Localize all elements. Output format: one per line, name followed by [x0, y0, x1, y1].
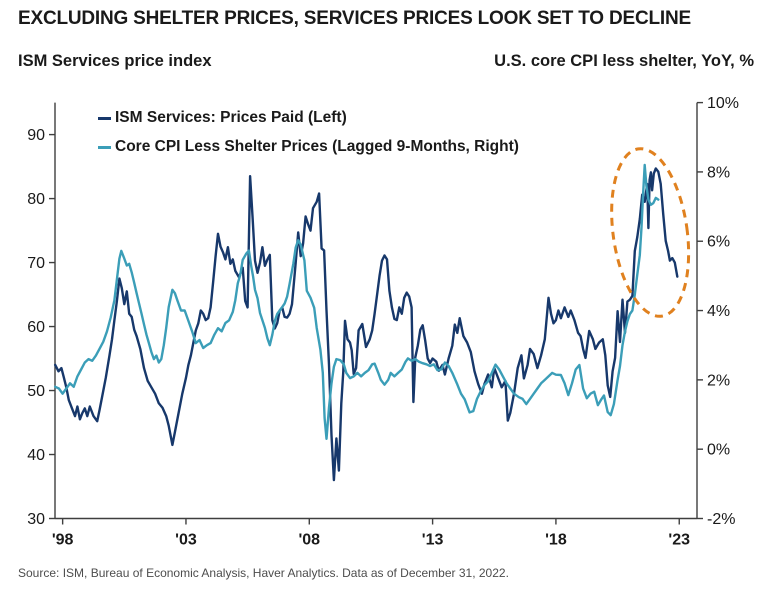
- left-axis-tick-label: 90: [27, 127, 45, 144]
- legend-item-cpi: Core CPI Less Shelter Prices (Lagged 9-M…: [98, 135, 519, 159]
- x-axis-tick-label: '98: [52, 532, 74, 549]
- left-axis-tick-label: 30: [27, 511, 45, 528]
- right-axis-tick-label: 6%: [707, 234, 730, 251]
- left-axis-tick-label: 40: [27, 447, 45, 464]
- right-axis-tick-label: 2%: [707, 372, 730, 389]
- right-axis-tick-label: -2%: [707, 511, 735, 528]
- right-axis-tick-label: 10%: [707, 95, 739, 112]
- right-axis-tick-label: 4%: [707, 303, 730, 320]
- left-axis-tick-label: 70: [27, 255, 45, 272]
- legend-label-cpi: Core CPI Less Shelter Prices (Lagged 9-M…: [115, 138, 519, 155]
- chart-legend: ISM Services: Prices Paid (Left) Core CP…: [98, 106, 519, 164]
- ism-line-swatch-icon: [98, 116, 111, 120]
- legend-label-ism: ISM Services: Prices Paid (Left): [115, 109, 347, 126]
- left-axis-title: ISM Services price index: [18, 52, 212, 70]
- source-note: Source: ISM, Bureau of Economic Analysis…: [18, 566, 509, 580]
- cpi-line-swatch-icon: [98, 145, 111, 149]
- core-cpi-less-shelter-line: [54, 163, 660, 440]
- right-axis-tick-label: 8%: [707, 164, 730, 181]
- ism-prices-paid-line: [54, 167, 679, 482]
- x-axis-tick-label: '08: [298, 532, 320, 549]
- x-axis-tick-label: '23: [668, 532, 690, 549]
- x-axis-tick-label: '13: [422, 532, 444, 549]
- x-axis-tick-label: '03: [175, 532, 197, 549]
- left-axis-tick-label: 80: [27, 191, 45, 208]
- x-axis-tick-label: '18: [545, 532, 567, 549]
- left-axis-tick-label: 60: [27, 319, 45, 336]
- left-axis-tick-label: 50: [27, 383, 45, 400]
- legend-item-ism: ISM Services: Prices Paid (Left): [98, 106, 519, 130]
- right-axis-tick-label: 0%: [707, 442, 730, 459]
- right-axis-title: U.S. core CPI less shelter, YoY, %: [494, 52, 754, 70]
- chart-title: EXCLUDING SHELTER PRICES, SERVICES PRICE…: [18, 8, 691, 29]
- highlight-ellipse-annotation: [610, 147, 691, 318]
